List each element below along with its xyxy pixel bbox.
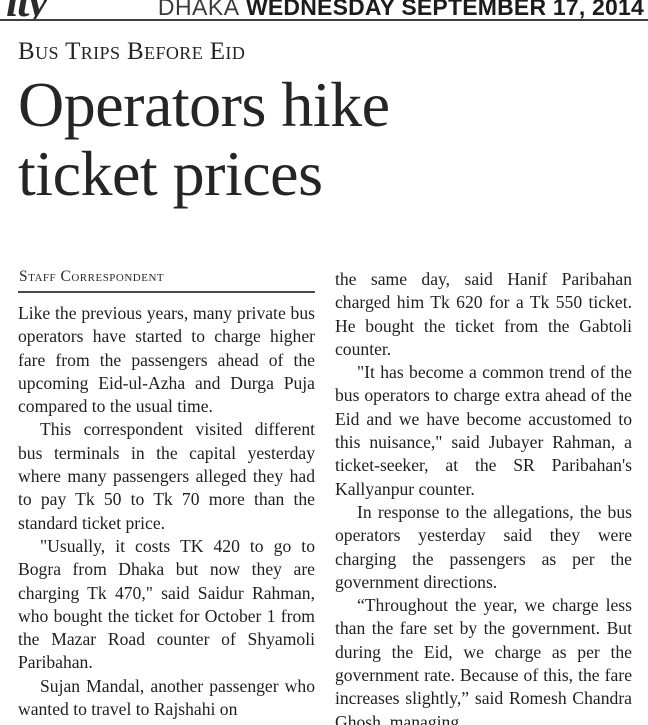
paragraph: "Usually, it costs TK 420 to go to Bogra… (18, 535, 315, 673)
masthead-logo-fragment: ity (6, 0, 47, 20)
dateline-date: WEDNESDAY SEPTEMBER 17, 2014 (245, 0, 644, 20)
byline-divider-rule (18, 291, 315, 293)
article-kicker: Bus Trips Before Eid (18, 38, 246, 65)
article-headline: Operators hike ticket prices (18, 70, 634, 208)
masthead: ity DHAKA WEDNESDAY SEPTEMBER 17, 2014 (0, 0, 648, 22)
article-body-columns: Staff Correspondent Like the previous ye… (18, 268, 632, 725)
article-header: Bus Trips Before Eid Operators hike tick… (0, 24, 648, 208)
paragraph: the same day, said Hanif Paribahan charg… (335, 269, 632, 359)
article-byline: Staff Correspondent (19, 268, 165, 285)
headline-line-2: ticket prices (18, 138, 323, 209)
dateline-city: DHAKA (157, 0, 240, 20)
paragraph: "It has become a common trend of the bus… (335, 362, 632, 499)
masthead-dateline: DHAKA WEDNESDAY SEPTEMBER 17, 2014 (158, 0, 644, 19)
paragraph: In response to the allegations, the bus … (335, 501, 632, 592)
right-column: the same day, said Hanif Paribahan charg… (335, 268, 632, 725)
left-column: Staff Correspondent Like the previous ye… (18, 268, 315, 725)
paragraph: Like the previous years, many private bu… (18, 303, 315, 417)
paragraph: “Throughout the year, we charge less tha… (335, 595, 632, 725)
paragraph: This correspondent visited different bus… (18, 419, 315, 533)
headline-line-1: Operators hike (18, 69, 390, 140)
paragraph: Sujan Mandal, another passenger who want… (18, 675, 315, 720)
masthead-divider-rule (0, 19, 648, 21)
